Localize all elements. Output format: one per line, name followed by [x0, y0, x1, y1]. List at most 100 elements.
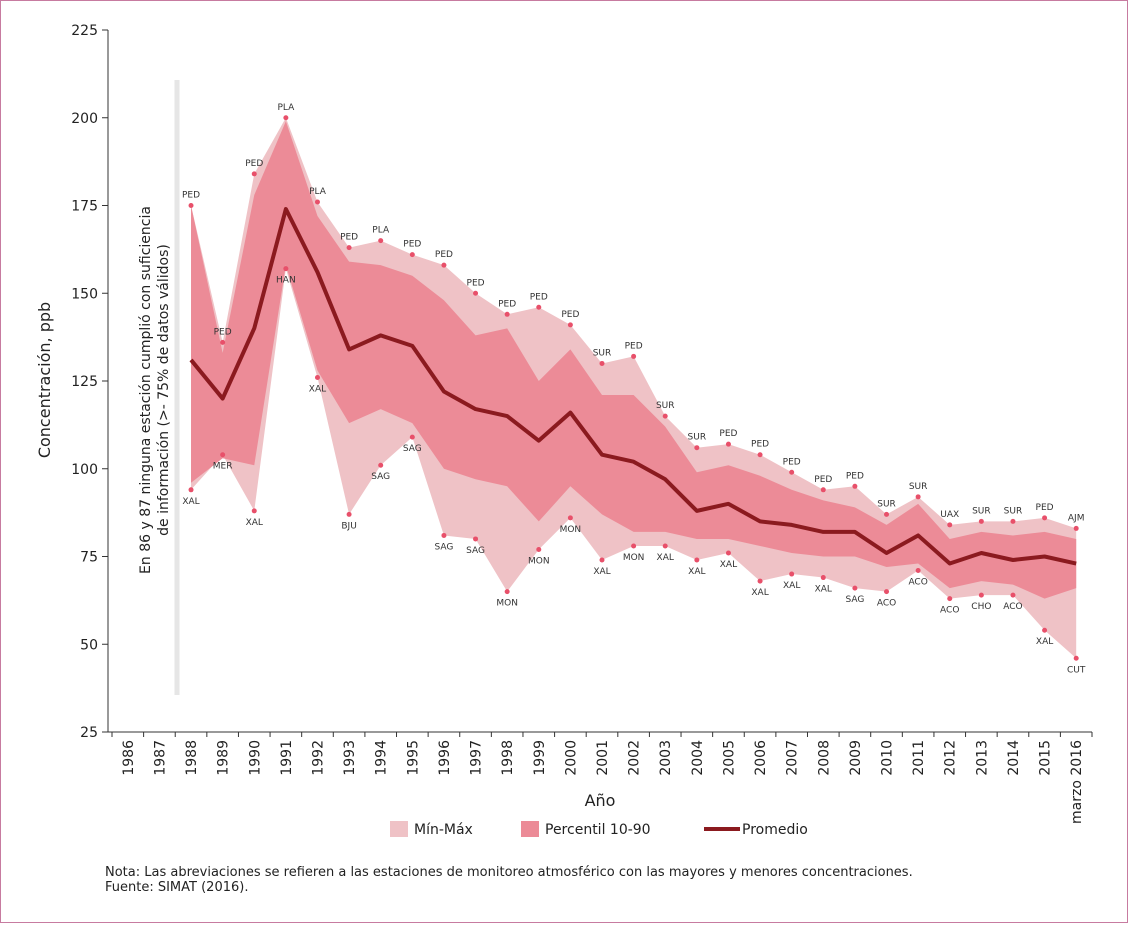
- x-tick-label: 1986: [121, 740, 137, 776]
- min-station-label: XAL: [182, 497, 199, 507]
- min-point: [757, 578, 763, 584]
- min-point: [346, 511, 352, 517]
- max-station-label: PED: [783, 457, 801, 467]
- max-point: [314, 199, 320, 205]
- max-point: [567, 322, 573, 328]
- min-point: [473, 536, 479, 542]
- max-station-label: PED: [751, 440, 769, 450]
- min-point: [409, 434, 415, 440]
- max-point: [1010, 518, 1016, 524]
- x-tick-label: 1994: [374, 740, 390, 776]
- min-station-label: MON: [528, 556, 550, 566]
- min-point: [725, 550, 731, 556]
- max-station-label: PLA: [277, 103, 295, 113]
- legend-swatch: [521, 821, 539, 837]
- max-point: [536, 304, 542, 310]
- min-station-label: XAL: [688, 567, 705, 577]
- max-station-label: PED: [214, 327, 232, 337]
- min-station-label: XAL: [1036, 637, 1053, 647]
- y-tick-label: 125: [71, 374, 98, 390]
- max-point: [409, 252, 415, 258]
- min-point: [820, 575, 826, 581]
- min-station-label: CHO: [971, 602, 991, 612]
- max-point: [378, 238, 384, 244]
- annotation: de información (>- 75% de datos válidos): [156, 244, 172, 536]
- max-station-label: PED: [435, 250, 453, 260]
- x-tick-label: 2009: [848, 740, 864, 776]
- min-station-label: XAL: [246, 518, 263, 528]
- max-point: [504, 311, 510, 317]
- min-point: [314, 374, 320, 380]
- max-point: [220, 339, 226, 345]
- max-point: [978, 518, 984, 524]
- max-point: [694, 445, 700, 451]
- legend-swatch: [390, 821, 408, 837]
- min-point: [1010, 592, 1016, 598]
- max-station-label: PED: [245, 159, 263, 169]
- x-tick-label: 1998: [500, 740, 516, 776]
- min-station-label: CUT: [1067, 665, 1086, 675]
- max-point: [852, 483, 858, 489]
- max-point: [599, 360, 605, 366]
- min-station-label: SAG: [466, 546, 485, 556]
- max-point: [820, 487, 826, 493]
- min-station-label: XAL: [815, 585, 832, 595]
- min-point: [441, 532, 447, 538]
- max-station-label: PED: [467, 278, 485, 288]
- min-station-label: ACO: [877, 599, 896, 609]
- y-tick-label: 50: [80, 637, 98, 653]
- x-tick-label: 2015: [1038, 740, 1054, 776]
- min-station-label: ACO: [940, 606, 959, 616]
- min-station-label: SAG: [371, 472, 390, 482]
- x-tick-label: 1987: [152, 740, 168, 776]
- min-station-label: XAL: [593, 567, 610, 577]
- min-point: [852, 585, 858, 591]
- x-tick-label: 2014: [1006, 740, 1022, 776]
- max-point: [662, 413, 668, 419]
- x-tick-label: 2003: [658, 740, 674, 776]
- x-tick-label: 1996: [437, 740, 453, 776]
- max-station-label: PED: [1036, 503, 1054, 513]
- x-tick-label: 1989: [216, 740, 232, 776]
- max-point: [789, 469, 795, 475]
- max-point: [884, 511, 890, 517]
- max-station-label: PLA: [372, 226, 390, 236]
- x-tick-label: 2000: [563, 740, 579, 776]
- max-point: [346, 245, 352, 251]
- min-station-label: MON: [496, 599, 518, 609]
- range-band: [191, 121, 1077, 599]
- min-point: [789, 571, 795, 577]
- min-point: [188, 487, 194, 493]
- max-station-label: AJM: [1068, 513, 1085, 523]
- max-point: [757, 452, 763, 458]
- x-tick-label: 1992: [310, 740, 326, 776]
- min-station-label: SAG: [403, 444, 422, 454]
- max-point: [915, 494, 921, 500]
- y-tick-label: 200: [71, 111, 98, 127]
- min-point: [662, 543, 668, 549]
- max-point: [473, 290, 479, 296]
- x-tick-label: 2010: [880, 740, 896, 776]
- min-point: [536, 546, 542, 552]
- max-station-label: SUR: [909, 482, 928, 492]
- min-station-label: HAN: [276, 276, 296, 286]
- y-tick-label: 75: [80, 550, 98, 566]
- min-point: [599, 557, 605, 563]
- max-point: [441, 262, 447, 268]
- source: Fuente: SIMAT (2016).: [105, 880, 248, 895]
- min-point: [884, 589, 890, 595]
- y-tick-label: 225: [71, 23, 98, 39]
- max-station-label: PED: [719, 429, 737, 439]
- max-point: [283, 115, 289, 121]
- min-station-label: BJU: [341, 521, 356, 531]
- min-point: [220, 452, 226, 458]
- min-point: [631, 543, 637, 549]
- min-station-label: XAL: [783, 581, 800, 591]
- max-station-label: PED: [498, 299, 516, 309]
- max-point: [631, 353, 637, 359]
- y-tick-label: 150: [71, 286, 98, 302]
- y-tick-label: 25: [80, 725, 98, 741]
- y-tick-label: 175: [71, 199, 98, 215]
- min-point: [567, 515, 573, 521]
